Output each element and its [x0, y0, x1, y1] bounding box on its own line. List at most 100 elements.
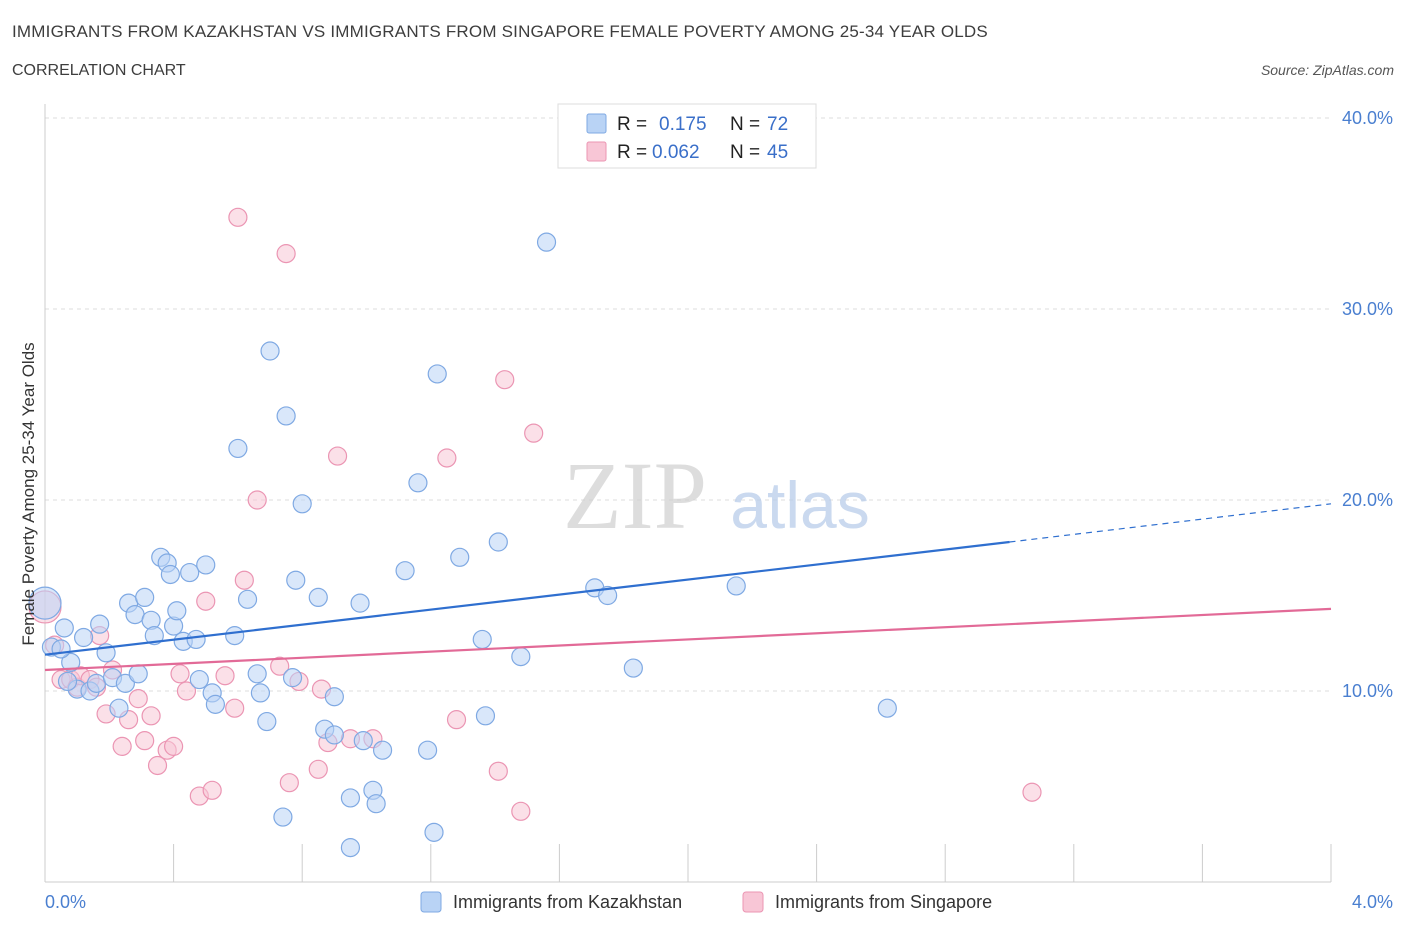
data-point-kazakhstan	[350, 593, 370, 613]
data-point-kazakhstan	[273, 807, 293, 827]
legend-r-label-2: R =	[617, 142, 647, 163]
data-point-kazakhstan	[167, 601, 187, 621]
trend-lines	[44, 503, 1332, 672]
data-point-singapore	[147, 755, 168, 776]
data-point-singapore	[228, 207, 248, 227]
data-point-kazakhstan	[189, 669, 209, 690]
data-point-kazakhstan	[73, 627, 94, 648]
y-tick-label: 20.0%	[1342, 490, 1393, 510]
data-point-kazakhstan	[57, 671, 78, 692]
data-point-singapore	[270, 656, 290, 676]
data-point-singapore	[170, 664, 190, 684]
data-point-kazakhstan	[237, 589, 258, 609]
data-point-singapore	[446, 710, 467, 730]
legend-n-label-2: N =	[730, 142, 760, 163]
data-point-kazakhstan	[324, 725, 344, 745]
data-point-kazakhstan	[28, 586, 62, 620]
data-point-kazakhstan	[61, 652, 81, 672]
data-point-kazakhstan	[427, 364, 447, 384]
data-point-kazakhstan	[366, 794, 386, 814]
data-point-kazakhstan	[450, 547, 470, 567]
data-point-singapore	[247, 490, 267, 510]
source-label: Source: ZipAtlas.com	[1260, 62, 1394, 78]
x-tick-label-min: 0.0%	[45, 892, 86, 912]
data-point-kazakhstan	[144, 626, 164, 646]
data-point-kazakhstan	[260, 341, 280, 361]
data-point-kazakhstan	[472, 629, 492, 650]
data-point-kazakhstan	[186, 629, 206, 650]
legend-n-label-1: N =	[730, 114, 760, 135]
data-point-kazakhstan	[205, 694, 225, 714]
legend-swatch-singapore	[586, 141, 607, 162]
data-point-kazakhstan	[598, 585, 618, 606]
data-point-kazakhstan	[877, 698, 897, 718]
watermark-zip: ZIP	[563, 442, 707, 549]
data-point-kazakhstan	[475, 706, 496, 726]
data-point-singapore	[234, 570, 254, 590]
data-point-kazakhstan	[488, 532, 508, 552]
data-point-kazakhstan	[536, 232, 557, 252]
data-point-singapore	[524, 423, 544, 443]
y-axis-label: Female Poverty Among 25-34 Year Olds	[19, 342, 38, 645]
data-point-singapore	[202, 780, 222, 800]
data-point-kazakhstan	[324, 687, 344, 707]
data-point-singapore	[1022, 782, 1042, 802]
x-tick-label-max: 4.0%	[1352, 892, 1393, 912]
data-point-singapore	[495, 370, 515, 390]
y-tick-label: 30.0%	[1342, 299, 1393, 319]
data-point-singapore	[488, 761, 508, 781]
legend-r-label-1: R =	[617, 114, 647, 135]
data-point-singapore	[511, 801, 531, 821]
data-point-kazakhstan	[308, 587, 328, 608]
top-legend: R = 0.175 N = 72 R = 0.062 N = 45	[557, 103, 817, 169]
data-point-kazakhstan	[424, 822, 444, 842]
data-point-kazakhstan	[109, 698, 129, 718]
data-point-singapore	[308, 759, 328, 779]
legend-n-value-2: 45	[767, 142, 788, 163]
data-point-kazakhstan	[125, 604, 145, 625]
bottom-legend-label-kazakhstan: Immigrants from Kazakhstan	[453, 892, 682, 912]
data-point-singapore	[135, 731, 155, 751]
data-point-kazakhstan	[225, 626, 245, 646]
legend-r-value-2: 0.062	[652, 142, 700, 163]
data-point-singapore	[327, 446, 348, 466]
series-singapore-points	[28, 207, 1042, 821]
grid-lines	[45, 117, 1331, 692]
data-point-singapore	[176, 681, 197, 701]
data-point-kazakhstan	[54, 618, 74, 638]
axes	[44, 104, 1332, 883]
y-tick-label: 40.0%	[1342, 108, 1393, 128]
data-point-kazakhstan	[276, 406, 296, 426]
data-point-singapore	[196, 591, 216, 611]
data-point-kazakhstan	[115, 673, 135, 693]
data-point-singapore	[279, 773, 299, 793]
data-point-kazakhstan	[417, 740, 438, 760]
data-point-kazakhstan	[51, 639, 71, 659]
chart-subtitle: CORRELATION CHART	[12, 62, 186, 79]
data-point-singapore	[128, 689, 148, 709]
data-point-kazakhstan	[160, 564, 180, 585]
data-point-kazakhstan	[282, 668, 303, 688]
data-point-singapore	[164, 736, 184, 756]
data-point-kazakhstan	[623, 658, 643, 678]
data-point-kazakhstan	[340, 788, 361, 808]
data-point-singapore	[437, 448, 457, 468]
data-point-singapore	[276, 244, 296, 264]
trend-line-singapore	[44, 607, 1332, 672]
data-point-kazakhstan	[395, 561, 415, 581]
data-point-kazakhstan	[257, 711, 277, 732]
data-point-singapore	[112, 736, 132, 756]
bottom-legend: Immigrants from Kazakhstan Immigrants fr…	[420, 891, 992, 913]
bottom-legend-label-singapore: Immigrants from Singapore	[775, 892, 992, 912]
data-point-kazakhstan	[135, 587, 155, 608]
trend-line-kazakhstan-extension	[1009, 503, 1332, 543]
legend-n-value-1: 72	[767, 114, 788, 135]
chart-title: IMMIGRANTS FROM KAZAKHSTAN VS IMMIGRANTS…	[12, 22, 988, 41]
watermark: ZIP atlas	[563, 442, 870, 549]
data-point-kazakhstan	[247, 664, 267, 684]
data-point-kazakhstan	[292, 494, 312, 514]
data-point-singapore	[141, 706, 161, 726]
data-point-kazakhstan	[250, 683, 271, 703]
data-point-kazakhstan	[228, 438, 248, 459]
